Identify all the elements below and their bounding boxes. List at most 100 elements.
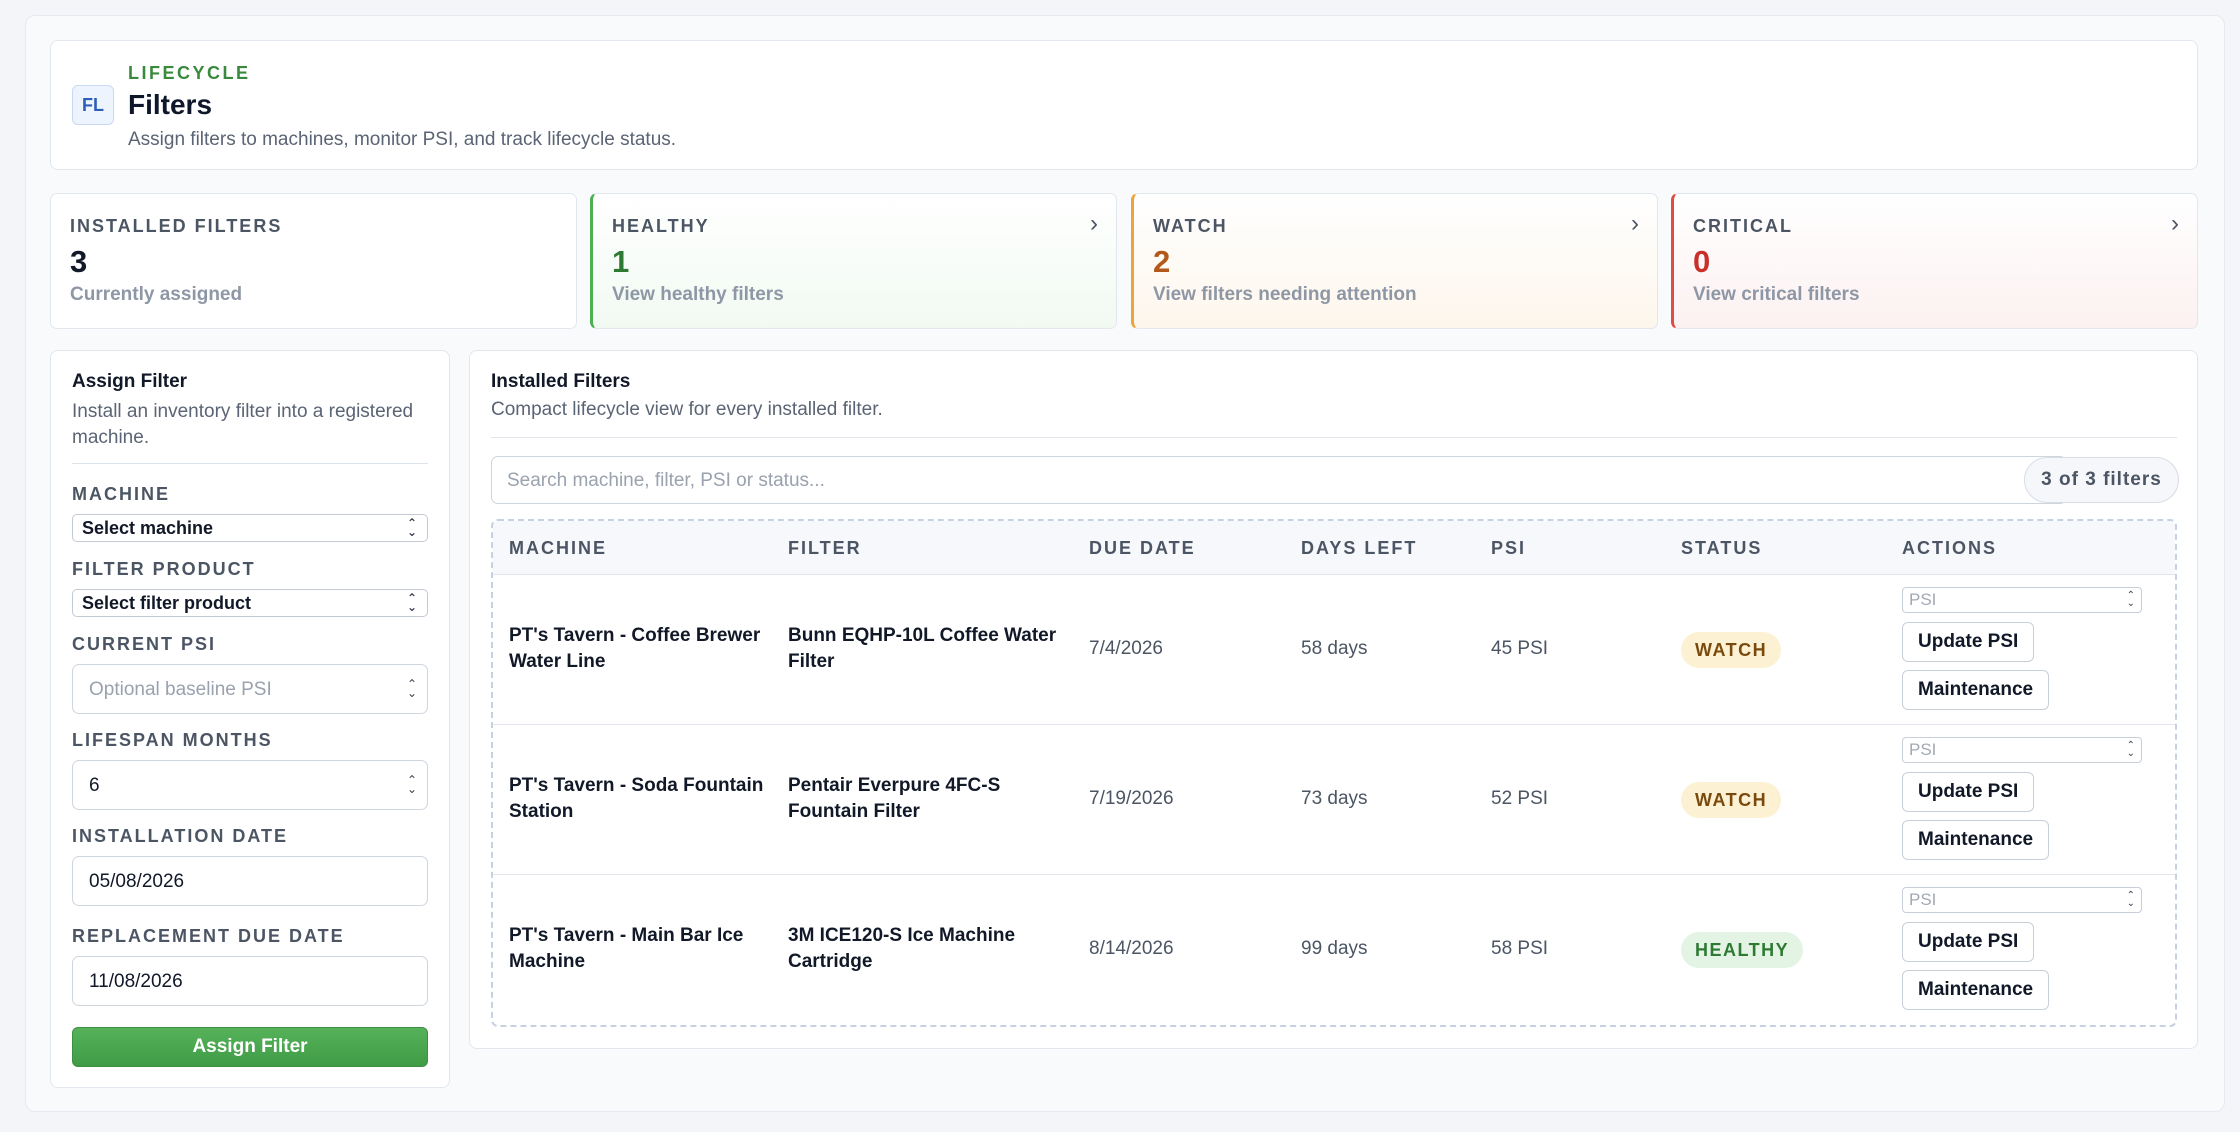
filter-count-badge: 3 of 3 filters (2024, 457, 2179, 503)
machine-label: MACHINE (72, 484, 170, 504)
row-psi: 52 PSI (1491, 788, 1549, 809)
row-due-date: 7/4/2026 (1089, 638, 1163, 659)
status-badge: HEALTHY (1681, 932, 1804, 968)
stat-installed-card: INSTALLED FILTERS 3 Currently assigned (50, 193, 577, 329)
replacement-due-label: REPLACEMENT DUE DATE (72, 926, 345, 946)
installed-filters-panel: Installed Filters Compact lifecycle view… (469, 350, 2198, 1049)
stepper-icon[interactable]: ⌃ ⌄ (2126, 740, 2135, 759)
maintenance-button[interactable]: Maintenance (1902, 820, 2050, 860)
lifespan-label: LIFESPAN MONTHS (72, 730, 273, 750)
stat-healthy-card[interactable]: HEALTHY 1 View healthy filters › (590, 193, 1117, 329)
stepper-icon[interactable]: ⌃ ⌄ (2126, 590, 2135, 609)
column-header-days-left: DAYS LEFT (1301, 538, 1418, 558)
installed-filters-table: MACHINE FILTER DUE DATE DAYS LEFT PSI ST… (491, 519, 2177, 1027)
stat-label: CRITICAL (1693, 216, 1793, 236)
maintenance-button[interactable]: Maintenance (1902, 970, 2050, 1010)
stepper-icon[interactable]: ⌃ ⌄ (406, 677, 417, 700)
filters-badge-icon: FL (72, 85, 114, 125)
stat-label: INSTALLED FILTERS (70, 216, 283, 236)
stepper-icon[interactable]: ⌃ ⌄ (2126, 890, 2135, 909)
column-header-filter: FILTER (788, 538, 862, 558)
replacement-due-input[interactable]: 11/08/2026 (72, 956, 428, 1006)
stat-sub: View filters needing attention (1153, 284, 1417, 305)
stat-watch-card[interactable]: WATCH 2 View filters needing attention › (1131, 193, 1658, 329)
assign-title: Assign Filter (72, 371, 188, 392)
stat-sub: View critical filters (1693, 284, 1860, 305)
psi-placeholder: PSI (1909, 590, 1937, 609)
table-header: MACHINE FILTER DUE DATE DAYS LEFT PSI ST… (493, 521, 2175, 575)
row-due-date: 8/14/2026 (1089, 938, 1174, 959)
table-row: PT's Tavern - Coffee Brewer Water Line B… (493, 575, 2175, 725)
update-psi-button[interactable]: Update PSI (1902, 772, 2035, 812)
stat-sub: Currently assigned (70, 284, 243, 305)
stat-value: 3 (70, 244, 88, 279)
stat-value: 0 (1693, 244, 1711, 279)
lifespan-value: 6 (89, 775, 100, 796)
current-psi-input[interactable]: Optional baseline PSI ⌃ ⌄ (72, 664, 428, 714)
column-header-machine: MACHINE (509, 538, 607, 558)
installed-description: Compact lifecycle view for every install… (491, 399, 883, 420)
row-psi: 45 PSI (1491, 638, 1549, 659)
stat-critical-card[interactable]: CRITICAL 0 View critical filters › (1671, 193, 2198, 329)
select-arrows-icon: ⌃ ⌄ (406, 516, 417, 539)
divider (491, 437, 2177, 438)
stat-value: 1 (612, 244, 630, 279)
assign-filter-panel: Assign Filter Install an inventory filte… (50, 350, 450, 1088)
row-machine: PT's Tavern - Soda Fountain Station (509, 775, 764, 822)
row-psi: 58 PSI (1491, 938, 1549, 959)
psi-placeholder: PSI (1909, 740, 1937, 759)
machine-select-value: Select machine (82, 518, 214, 538)
chevron-right-icon: › (1090, 210, 1098, 237)
filter-product-select[interactable]: Select filter product ⌃ ⌄ (72, 589, 428, 617)
column-header-actions: ACTIONS (1902, 538, 1997, 558)
column-header-status: STATUS (1681, 538, 1763, 558)
status-badge: WATCH (1681, 782, 1782, 818)
installed-title: Installed Filters (491, 371, 631, 392)
stepper-icon[interactable]: ⌃ ⌄ (406, 773, 417, 796)
machine-select[interactable]: Select machine ⌃ ⌄ (72, 514, 428, 542)
chevron-right-icon: › (1631, 210, 1639, 237)
section-eyebrow: LIFECYCLE (128, 63, 251, 83)
row-machine: PT's Tavern - Coffee Brewer Water Line (509, 625, 761, 672)
row-days-left: 99 days (1301, 938, 1368, 959)
row-filter: 3M ICE120-S Ice Machine Cartridge (788, 925, 1016, 972)
chevron-right-icon: › (2171, 210, 2179, 237)
stat-value: 2 (1153, 244, 1171, 279)
replacement-due-value: 11/08/2026 (89, 971, 183, 992)
page-title: Filters (128, 89, 213, 120)
update-psi-button[interactable]: Update PSI (1902, 922, 2035, 962)
row-filter: Bunn EQHP-10L Coffee Water Filter (788, 625, 1057, 672)
assign-filter-button[interactable]: Assign Filter (72, 1027, 428, 1067)
installation-date-label: INSTALLATION DATE (72, 826, 288, 846)
page-header: FL LIFECYCLE Filters Assign filters to m… (50, 40, 2198, 170)
stat-label: WATCH (1153, 216, 1228, 236)
psi-placeholder: PSI (1909, 890, 1937, 909)
filter-product-value: Select filter product (82, 593, 252, 613)
row-filter: Pentair Everpure 4FC-S Fountain Filter (788, 775, 1001, 822)
stat-label: HEALTHY (612, 216, 710, 236)
table-row: PT's Tavern - Soda Fountain Station Pent… (493, 725, 2175, 875)
current-psi-placeholder: Optional baseline PSI (89, 679, 272, 700)
filter-product-label: FILTER PRODUCT (72, 559, 256, 579)
row-days-left: 73 days (1301, 788, 1368, 809)
installation-date-input[interactable]: 05/08/2026 (72, 856, 428, 906)
column-header-psi: PSI (1491, 538, 1527, 558)
current-psi-label: CURRENT PSI (72, 634, 217, 654)
psi-input[interactable]: PSI ⌃ ⌄ (1902, 587, 2142, 613)
table-row: PT's Tavern - Main Bar Ice Machine 3M IC… (493, 875, 2175, 1025)
installation-date-value: 05/08/2026 (89, 871, 185, 892)
search-input[interactable]: Search machine, filter, PSI or status... (491, 456, 2067, 504)
row-due-date: 7/19/2026 (1089, 788, 1174, 809)
lifespan-input[interactable]: 6 ⌃ ⌄ (72, 760, 428, 810)
update-psi-button[interactable]: Update PSI (1902, 622, 2035, 662)
row-machine: PT's Tavern - Main Bar Ice Machine (509, 925, 744, 972)
assign-description: Install an inventory filter into a regis… (72, 401, 414, 448)
maintenance-button[interactable]: Maintenance (1902, 670, 2050, 710)
psi-input[interactable]: PSI ⌃ ⌄ (1902, 737, 2142, 763)
select-arrows-icon: ⌃ ⌄ (406, 591, 417, 614)
psi-input[interactable]: PSI ⌃ ⌄ (1902, 887, 2142, 913)
stat-sub: View healthy filters (612, 284, 784, 305)
status-badge: WATCH (1681, 632, 1782, 668)
page-subtitle: Assign filters to machines, monitor PSI,… (128, 129, 677, 150)
row-days-left: 58 days (1301, 638, 1368, 659)
